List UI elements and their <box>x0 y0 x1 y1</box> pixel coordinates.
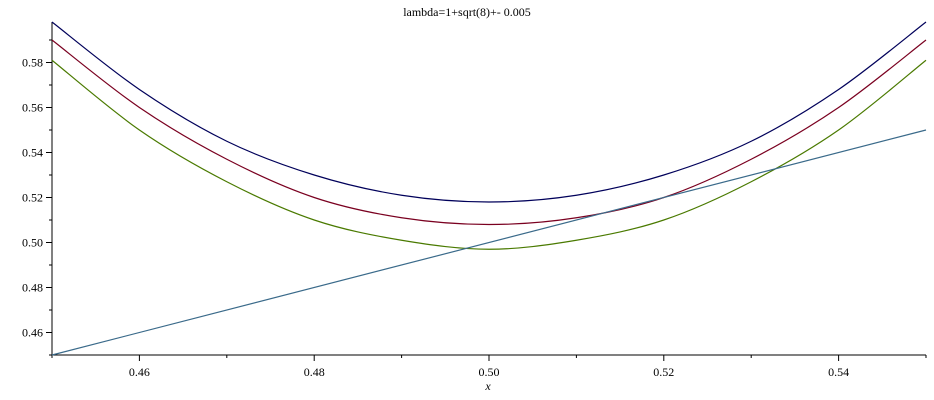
chart-title: lambda=1+sqrt(8)+- 0.005 <box>403 5 531 19</box>
x-axis-label: x <box>484 379 491 393</box>
series-line-3 <box>51 59 927 250</box>
x-tick-label: 0.52 <box>653 365 674 379</box>
y-tick-label: 0.54 <box>22 146 43 160</box>
x-tick-label: 0.46 <box>129 365 150 379</box>
series-line-1 <box>51 21 927 203</box>
x-tick-label: 0.48 <box>304 365 325 379</box>
y-tick-label: 0.46 <box>22 326 43 340</box>
axes: 0.46 0.48 0.50 0.52 0.54 0.46 0.48 0.50 0.52 0.54… <box>22 22 927 379</box>
y-tick-label: 0.58 <box>22 56 43 70</box>
series-line-4 <box>51 129 927 356</box>
x-tick-label: 0.50 <box>479 365 500 379</box>
x-tick-label: 0.54 <box>828 365 849 379</box>
y-tick-label: 0.52 <box>22 191 43 205</box>
series-line-2 <box>51 39 927 226</box>
y-tick-label: 0.48 <box>22 281 43 295</box>
y-tick-label: 0.56 <box>22 101 43 115</box>
y-tick-label: 0.50 <box>22 236 43 250</box>
series-layer <box>51 21 927 356</box>
